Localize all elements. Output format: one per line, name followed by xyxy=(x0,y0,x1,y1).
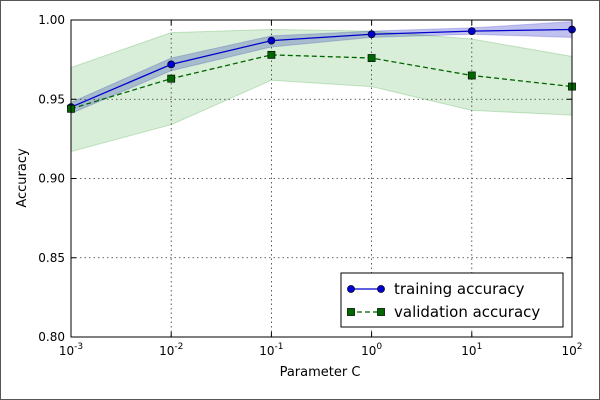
x-tick-label-exp-3: 0 xyxy=(376,342,382,352)
x-tick-label-base-5: 10 xyxy=(561,344,576,358)
y-tick-label-0: 0.80 xyxy=(38,330,65,344)
legend-label-1: validation accuracy xyxy=(394,303,540,321)
series-0-point-4 xyxy=(467,27,476,35)
x-tick-label-4: 101 xyxy=(461,342,482,358)
y-tick-label-3: 0.95 xyxy=(38,92,65,106)
legend-marker-1-1 xyxy=(377,308,385,316)
series-line-0 xyxy=(70,28,573,108)
x-tick-label-base-1: 10 xyxy=(159,344,174,358)
x-tick-label-2: 10-1 xyxy=(259,342,283,358)
y-tick-label-4: 1.00 xyxy=(38,13,65,27)
x-tick-label-exp-1: -2 xyxy=(174,342,183,352)
y-tick-label-1: 0.85 xyxy=(38,251,65,265)
legend-box xyxy=(340,272,564,328)
x-tick-label-base-2: 10 xyxy=(259,344,274,358)
x-tick-label-base-0: 10 xyxy=(59,344,74,358)
legend-marker-0-0 xyxy=(347,285,355,293)
series-0-point-1 xyxy=(167,60,176,69)
legend: training accuracy validation accuracy xyxy=(340,272,564,328)
y-tick-label-2: 0.90 xyxy=(38,172,65,186)
x-axis-label: Parameter C xyxy=(280,365,361,380)
legend-label-0: training accuracy xyxy=(394,280,525,298)
y-axis-label: Accuracy xyxy=(15,148,30,208)
x-tick-label-1: 10-2 xyxy=(159,342,183,358)
series-1-point-2 xyxy=(267,50,276,59)
legend-marker-1-0 xyxy=(347,308,355,316)
x-tick-label-exp-0: -3 xyxy=(74,342,83,352)
series-line-1 xyxy=(70,54,573,110)
series-0-point-2 xyxy=(267,36,276,45)
x-tick-label-exp-5: 2 xyxy=(577,342,583,352)
series-1-point-4 xyxy=(467,71,476,80)
legend-marker-0-1 xyxy=(377,285,385,293)
x-tick-label-5: 102 xyxy=(561,342,582,358)
plot-area: 10-3 10-2 10-1 100 101 1020.800.850.900.951.0… xyxy=(38,13,582,358)
x-tick-label-base-4: 10 xyxy=(461,344,476,358)
x-tick-label-exp-4: 1 xyxy=(477,342,483,352)
x-tick-label-base-3: 10 xyxy=(361,344,376,358)
x-tick-label-exp-2: -1 xyxy=(275,342,284,352)
series-1-point-3 xyxy=(367,54,376,62)
x-tick-label-0: 10-3 xyxy=(59,342,83,358)
series-0-point-3 xyxy=(367,30,376,39)
x-tick-label-3: 100 xyxy=(361,342,382,358)
series-1-point-1 xyxy=(167,74,176,83)
